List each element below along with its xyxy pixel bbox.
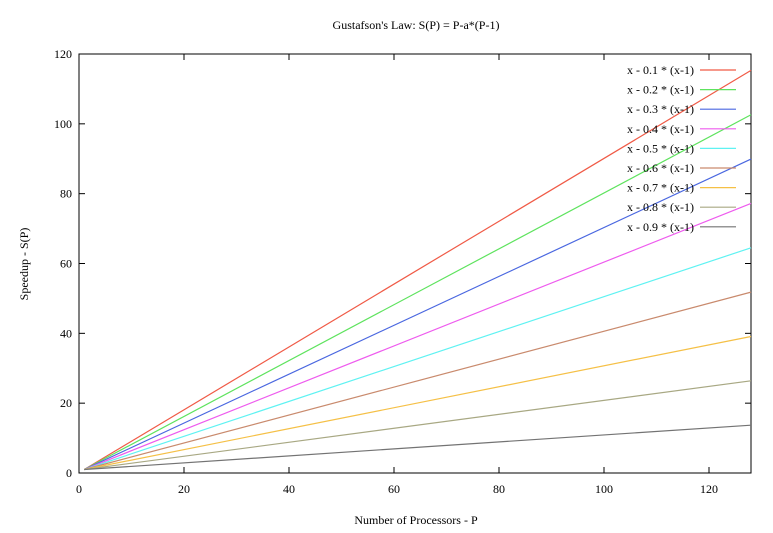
legend-label: x - 0.2 * (x-1): [627, 83, 694, 97]
series-line: [83, 114, 752, 471]
legend-label: x - 0.3 * (x-1): [627, 102, 694, 116]
legend-label: x - 0.7 * (x-1): [627, 181, 694, 195]
y-tick-label: 0: [66, 466, 72, 480]
chart-title: Gustafson's Law: S(P) = P-a*(P-1): [333, 18, 500, 32]
series-line: [84, 291, 752, 471]
series-line: [84, 247, 752, 471]
x-tick-label: 40: [283, 482, 295, 496]
y-tick-label: 40: [60, 326, 72, 340]
series-line: [83, 69, 752, 471]
legend: x - 0.1 * (x-1) x - 0.2 * (x-1) x - 0.3 * …: [627, 63, 736, 234]
x-axis-label: Number of Processors - P: [354, 513, 478, 527]
legend-label: x - 0.6 * (x-1): [627, 161, 694, 175]
axis-ticks: 0 20 40 60 80 100 120 0 20 40 60 80 100 120: [54, 47, 751, 496]
series-line: [84, 335, 752, 471]
series-line: [84, 380, 752, 471]
x-tick-label: 0: [76, 482, 82, 496]
legend-label: x - 0.9 * (x-1): [627, 220, 694, 234]
y-tick-label: 20: [60, 396, 72, 410]
y-tick-label: 80: [60, 187, 72, 201]
x-tick-label: 60: [388, 482, 400, 496]
x-tick-label: 80: [493, 482, 505, 496]
y-tick-label: 100: [54, 117, 72, 131]
y-axis-label: Speedup - S(P): [17, 228, 31, 301]
series-lines: [83, 69, 752, 471]
y-tick-label: 60: [60, 257, 72, 271]
x-tick-label: 100: [595, 482, 613, 496]
legend-label: x - 0.5 * (x-1): [627, 141, 694, 155]
x-tick-label: 120: [700, 482, 718, 496]
series-line: [83, 158, 752, 471]
series-line: [84, 424, 752, 471]
plot-frame: [78, 53, 752, 474]
series-line: [84, 202, 752, 471]
x-tick-label: 20: [178, 482, 190, 496]
legend-label: x - 0.1 * (x-1): [627, 63, 694, 77]
y-tick-label: 120: [54, 47, 72, 61]
legend-label: x - 0.8 * (x-1): [627, 200, 694, 214]
legend-label: x - 0.4 * (x-1): [627, 122, 694, 136]
